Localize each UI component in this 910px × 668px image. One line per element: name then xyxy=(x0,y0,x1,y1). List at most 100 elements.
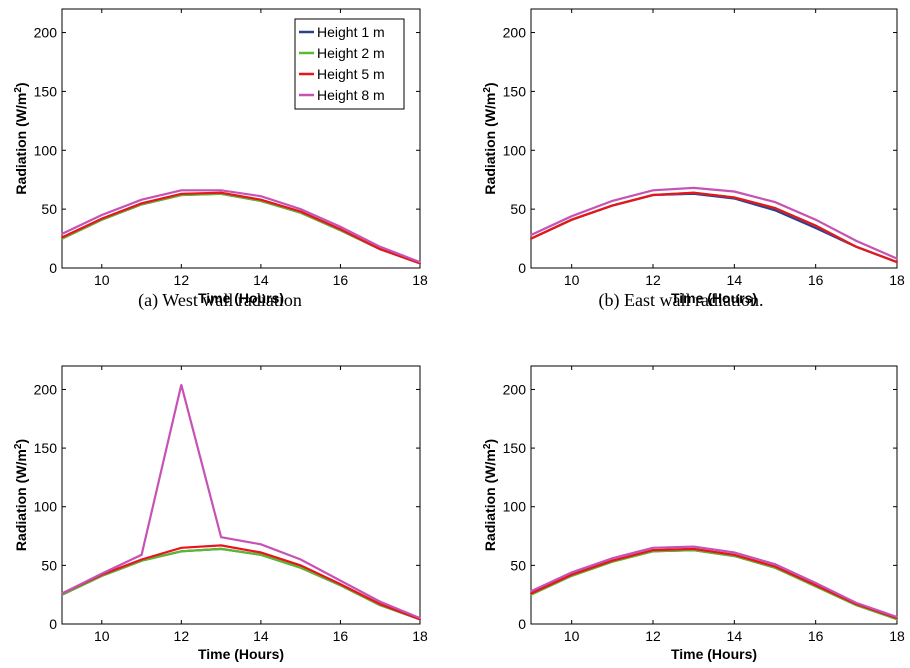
data-point xyxy=(855,240,858,242)
data-point xyxy=(733,196,736,199)
data-point xyxy=(570,218,573,221)
data-point xyxy=(530,234,532,236)
y-tick-label: 50 xyxy=(510,557,526,573)
series-line-4 xyxy=(61,384,421,620)
data-point xyxy=(259,198,262,201)
data-point xyxy=(896,257,898,260)
data-point xyxy=(339,579,342,582)
data-point xyxy=(379,603,382,605)
data-point xyxy=(652,549,654,552)
data-point xyxy=(570,571,573,574)
x-tick-label: 16 xyxy=(333,628,349,644)
data-point xyxy=(774,563,776,566)
data-point xyxy=(419,617,421,620)
data-point xyxy=(652,189,654,192)
plot-frame xyxy=(530,8,898,269)
x-tick-label: 18 xyxy=(889,628,905,644)
y-tick-label: 200 xyxy=(503,25,527,41)
data-point xyxy=(140,202,143,205)
data-point xyxy=(220,536,223,539)
data-point xyxy=(180,550,183,553)
data-point xyxy=(299,566,302,569)
data-point xyxy=(220,548,223,550)
data-point xyxy=(530,592,532,595)
y-axis-label: Radiation (W/m2) xyxy=(13,439,30,551)
x-tick-label: 10 xyxy=(564,272,580,288)
chart-panel-0: 10 12 14 16 18 0 50 100 150 200 Time (Hours) Radiat… xyxy=(13,8,428,311)
plot-frame xyxy=(61,365,421,625)
data-point xyxy=(570,573,573,576)
data-point xyxy=(220,189,223,192)
data-point xyxy=(774,207,776,209)
data-point xyxy=(180,189,183,192)
data-point xyxy=(733,551,736,554)
x-tick-label: 10 xyxy=(94,272,110,288)
data-point xyxy=(896,261,898,264)
data-point xyxy=(299,564,302,567)
data-point xyxy=(855,245,858,248)
x-tick-label: 16 xyxy=(808,272,824,288)
y-tick-label: 50 xyxy=(510,201,526,217)
data-point xyxy=(339,228,342,231)
y-tick-label: 0 xyxy=(518,260,526,276)
panel-caption: (b) East wall radiation. xyxy=(599,290,764,311)
data-point xyxy=(652,546,654,549)
y-tick-label: 200 xyxy=(503,381,527,397)
y-tick-label: 150 xyxy=(34,83,58,99)
y-tick-label: 50 xyxy=(41,557,57,573)
x-axis-label: Time (Hours) xyxy=(198,290,284,306)
x-tick-label: 18 xyxy=(412,628,428,644)
y-tick-label: 200 xyxy=(34,25,58,41)
data-point xyxy=(896,616,898,618)
data-point xyxy=(611,557,614,560)
x-tick-label: 16 xyxy=(808,628,824,644)
data-point xyxy=(611,559,614,562)
data-point xyxy=(379,600,382,603)
data-point xyxy=(299,558,302,561)
y-tick-label: 150 xyxy=(34,440,58,456)
y-axis-label: Radiation (W/m2) xyxy=(13,82,30,194)
x-tick-label: 16 xyxy=(333,272,349,288)
y-tick-label: 150 xyxy=(503,83,527,99)
y-tick-label: 50 xyxy=(41,201,57,217)
data-point xyxy=(180,546,183,549)
data-point xyxy=(379,245,382,248)
data-point xyxy=(814,218,817,221)
x-tick-label: 14 xyxy=(727,628,743,644)
series-line-4 xyxy=(61,189,421,264)
data-point xyxy=(220,191,223,194)
data-point xyxy=(140,553,143,556)
plot-frame xyxy=(530,365,898,625)
data-point xyxy=(100,572,103,575)
x-axis-label: Time (Hours) xyxy=(671,290,757,306)
series-line-4 xyxy=(530,186,898,260)
x-tick-label: 12 xyxy=(174,628,190,644)
chart-panel-1: 10 12 14 16 18 0 50 100 150 200 Time (Hours) Radiat… xyxy=(482,8,905,311)
data-point xyxy=(611,199,614,202)
y-axis-label: Radiation (W/m2) xyxy=(482,439,499,551)
data-point xyxy=(530,590,532,593)
x-tick-label: 10 xyxy=(564,628,580,644)
y-axis-label: Radiation (W/m2) xyxy=(482,82,499,194)
data-point xyxy=(100,214,103,216)
x-tick-label: 18 xyxy=(412,272,428,288)
x-tick-label: 14 xyxy=(253,628,269,644)
data-point xyxy=(652,194,654,196)
data-point xyxy=(180,192,183,195)
data-point xyxy=(61,592,63,595)
data-point xyxy=(774,565,776,568)
y-tick-label: 0 xyxy=(49,260,57,276)
data-point xyxy=(419,261,421,264)
series-line-4 xyxy=(530,545,898,619)
data-point xyxy=(733,553,736,556)
x-tick-label: 12 xyxy=(645,628,661,644)
y-tick-label: 100 xyxy=(503,142,527,158)
data-point xyxy=(855,601,858,604)
data-point xyxy=(814,227,817,229)
series-line-3 xyxy=(61,544,421,621)
series-line-3 xyxy=(530,547,898,620)
legend-label: Height 1 m xyxy=(317,24,385,40)
y-tick-label: 100 xyxy=(34,499,58,515)
y-tick-label: 0 xyxy=(49,616,57,632)
